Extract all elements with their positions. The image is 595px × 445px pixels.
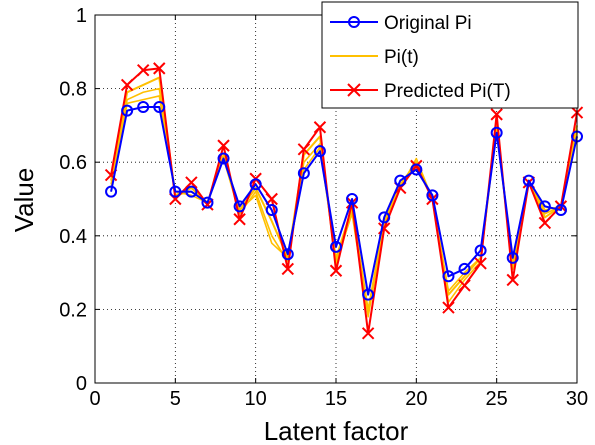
legend: Original Pi Pi(t) Predicted Pi(T) <box>321 1 579 109</box>
x-tick-label: 20 <box>405 388 427 410</box>
predicted-pi-marker <box>185 176 198 189</box>
axis-ticks: 0 5 10 15 20 25 30 0 0.2 0.4 0.6 0.8 1 <box>59 5 588 410</box>
predicted-pi-marker <box>217 139 230 152</box>
y-tick-label: 0.4 <box>59 226 87 248</box>
original-pi-marker <box>362 288 375 301</box>
original-pi-marker <box>121 104 134 117</box>
original-pi-marker <box>378 211 391 224</box>
predicted-pi-marker <box>538 216 552 230</box>
data-series <box>104 62 584 340</box>
y-tick-label: 0 <box>76 373 87 395</box>
predicted-pi-marker <box>442 301 455 314</box>
x-axis-title: Latent factor <box>264 416 409 445</box>
legend-entry-predicted-pi: Predicted Pi(T) <box>330 81 511 102</box>
legend-label-original-pi: Original Pi <box>384 13 472 34</box>
original-pi-marker <box>185 185 198 198</box>
x-tick-label: 30 <box>566 388 588 410</box>
predicted-pi-marker <box>410 159 423 173</box>
original-pi-marker <box>538 200 551 213</box>
original-pi-marker <box>105 185 118 198</box>
y-tick-label: 0.2 <box>59 299 87 321</box>
predicted-pi-marker <box>120 78 134 92</box>
original-pi-marker <box>169 185 182 198</box>
legend-marker-predicted-pi <box>347 83 361 97</box>
x-tick-label: 25 <box>486 388 508 410</box>
predicted-pi-marker <box>136 63 150 77</box>
original-pi-marker <box>153 101 166 113</box>
predicted-pi-marker <box>329 264 343 277</box>
predicted-pi-marker <box>361 327 375 340</box>
predicted-pi-marker <box>490 108 503 121</box>
y-axis-title: Value <box>9 168 39 233</box>
original-pi-marker <box>346 193 359 205</box>
x-tick-label: 15 <box>325 388 347 410</box>
x-tick-label: 0 <box>89 388 100 410</box>
original-pi-marker <box>474 244 487 257</box>
original-pi-marker <box>522 174 535 187</box>
original-pi-line <box>110 106 578 296</box>
predicted-pi-marker <box>458 279 471 292</box>
predicted-pi-marker <box>153 62 166 75</box>
original-pi-marker <box>217 152 230 165</box>
original-pi-marker <box>490 126 503 139</box>
original-pi-marker <box>281 248 294 261</box>
original-pi-marker <box>313 145 326 158</box>
predicted-pi-marker <box>281 262 295 276</box>
original-pi-marker <box>330 240 342 253</box>
original-pi-marker <box>410 163 423 176</box>
predicted-pi-marker <box>297 143 311 156</box>
original-pi-marker <box>554 204 567 217</box>
original-pi-marker <box>137 101 150 113</box>
y-tick-label: 0.8 <box>59 79 87 101</box>
original-pi-marker <box>233 200 246 213</box>
original-pi-marker <box>458 262 471 275</box>
original-pi-marker <box>506 251 519 264</box>
legend-label-pi-t: Pi(t) <box>384 47 419 68</box>
predicted-pi-marker <box>474 257 487 270</box>
y-tick-label: 0.6 <box>59 152 87 174</box>
legend-marker-original-pi <box>348 16 360 28</box>
original-pi-marker <box>426 189 439 202</box>
legend-label-predicted-pi: Predicted Pi(T) <box>384 81 511 102</box>
x-tick-label: 10 <box>245 388 267 410</box>
legend-entry-original-pi: Original Pi <box>330 13 472 34</box>
legend-entry-pi-t: Pi(t) <box>330 47 419 68</box>
original-pi-marker <box>201 196 214 209</box>
predicted-pi-marker <box>313 121 327 134</box>
original-pi-marker <box>265 204 278 217</box>
predicted-pi-marker <box>233 213 246 226</box>
original-pi-marker <box>442 270 455 283</box>
predicted-pi-marker <box>506 273 519 287</box>
original-pi-marker <box>297 167 310 180</box>
original-pi-marker <box>394 174 407 187</box>
y-tick-label: 1 <box>76 5 87 27</box>
x-tick-label: 5 <box>170 388 181 410</box>
original-pi-marker <box>249 178 262 191</box>
